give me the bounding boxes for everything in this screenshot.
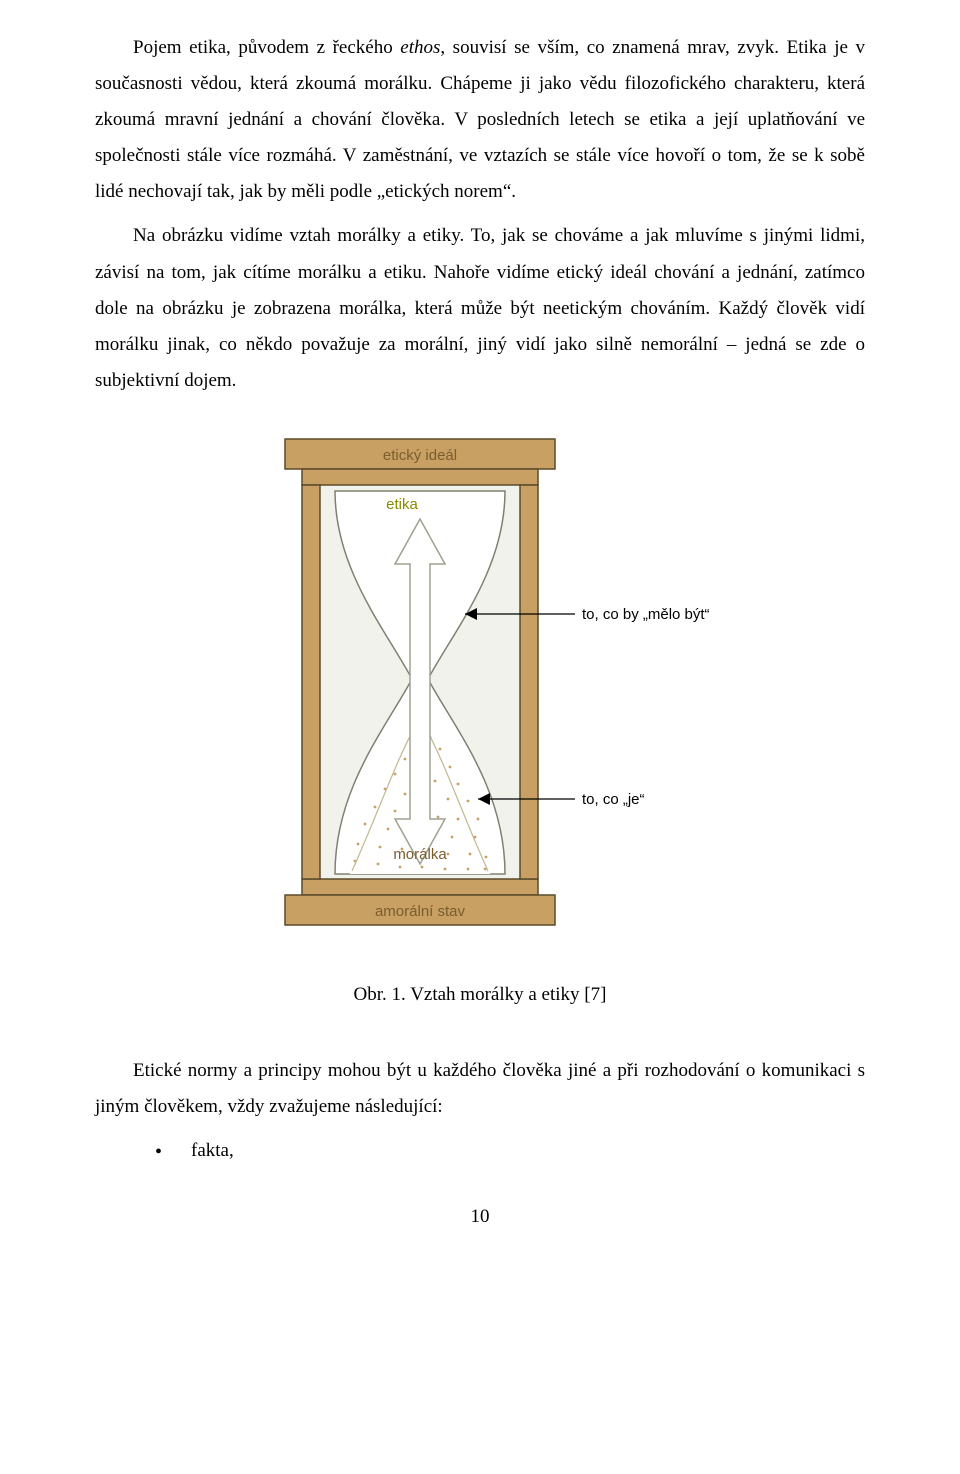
page-number: 10 — [95, 1199, 865, 1235]
paragraph-3: Etické normy a principy mohou být u každ… — [95, 1053, 865, 1125]
label-etika: etika — [386, 496, 418, 513]
p1-text-b: , souvisí se vším, co znamená mrav, zvyk… — [95, 37, 865, 202]
top-cap-inner — [302, 469, 538, 485]
p1-em: ethos — [400, 37, 440, 58]
p1-text-a: Pojem etika, původem z řeckého — [133, 37, 400, 58]
label-right-lower: to, co „je“ — [582, 791, 645, 808]
hourglass-diagram: etický ideál etika morálka amorální stav… — [230, 419, 730, 959]
list-item: fakta, — [155, 1133, 865, 1169]
bullet-list: fakta, — [95, 1133, 865, 1169]
label-moralka: morálka — [393, 846, 447, 863]
label-bottom: amorální stav — [375, 903, 466, 920]
figure-hourglass: etický ideál etika morálka amorální stav… — [95, 419, 865, 959]
paragraph-1: Pojem etika, původem z řeckého ethos, so… — [95, 30, 865, 210]
label-top: etický ideál — [383, 447, 457, 464]
label-right-upper: to, co by „mělo být“ — [582, 606, 710, 623]
left-post — [302, 485, 320, 879]
paragraph-2: Na obrázku vidíme vztah morálky a etiky.… — [95, 218, 865, 398]
figure-caption: Obr. 1. Vztah morálky a etiky [7] — [95, 977, 865, 1013]
bottom-cap-inner — [302, 879, 538, 895]
right-post — [520, 485, 538, 879]
